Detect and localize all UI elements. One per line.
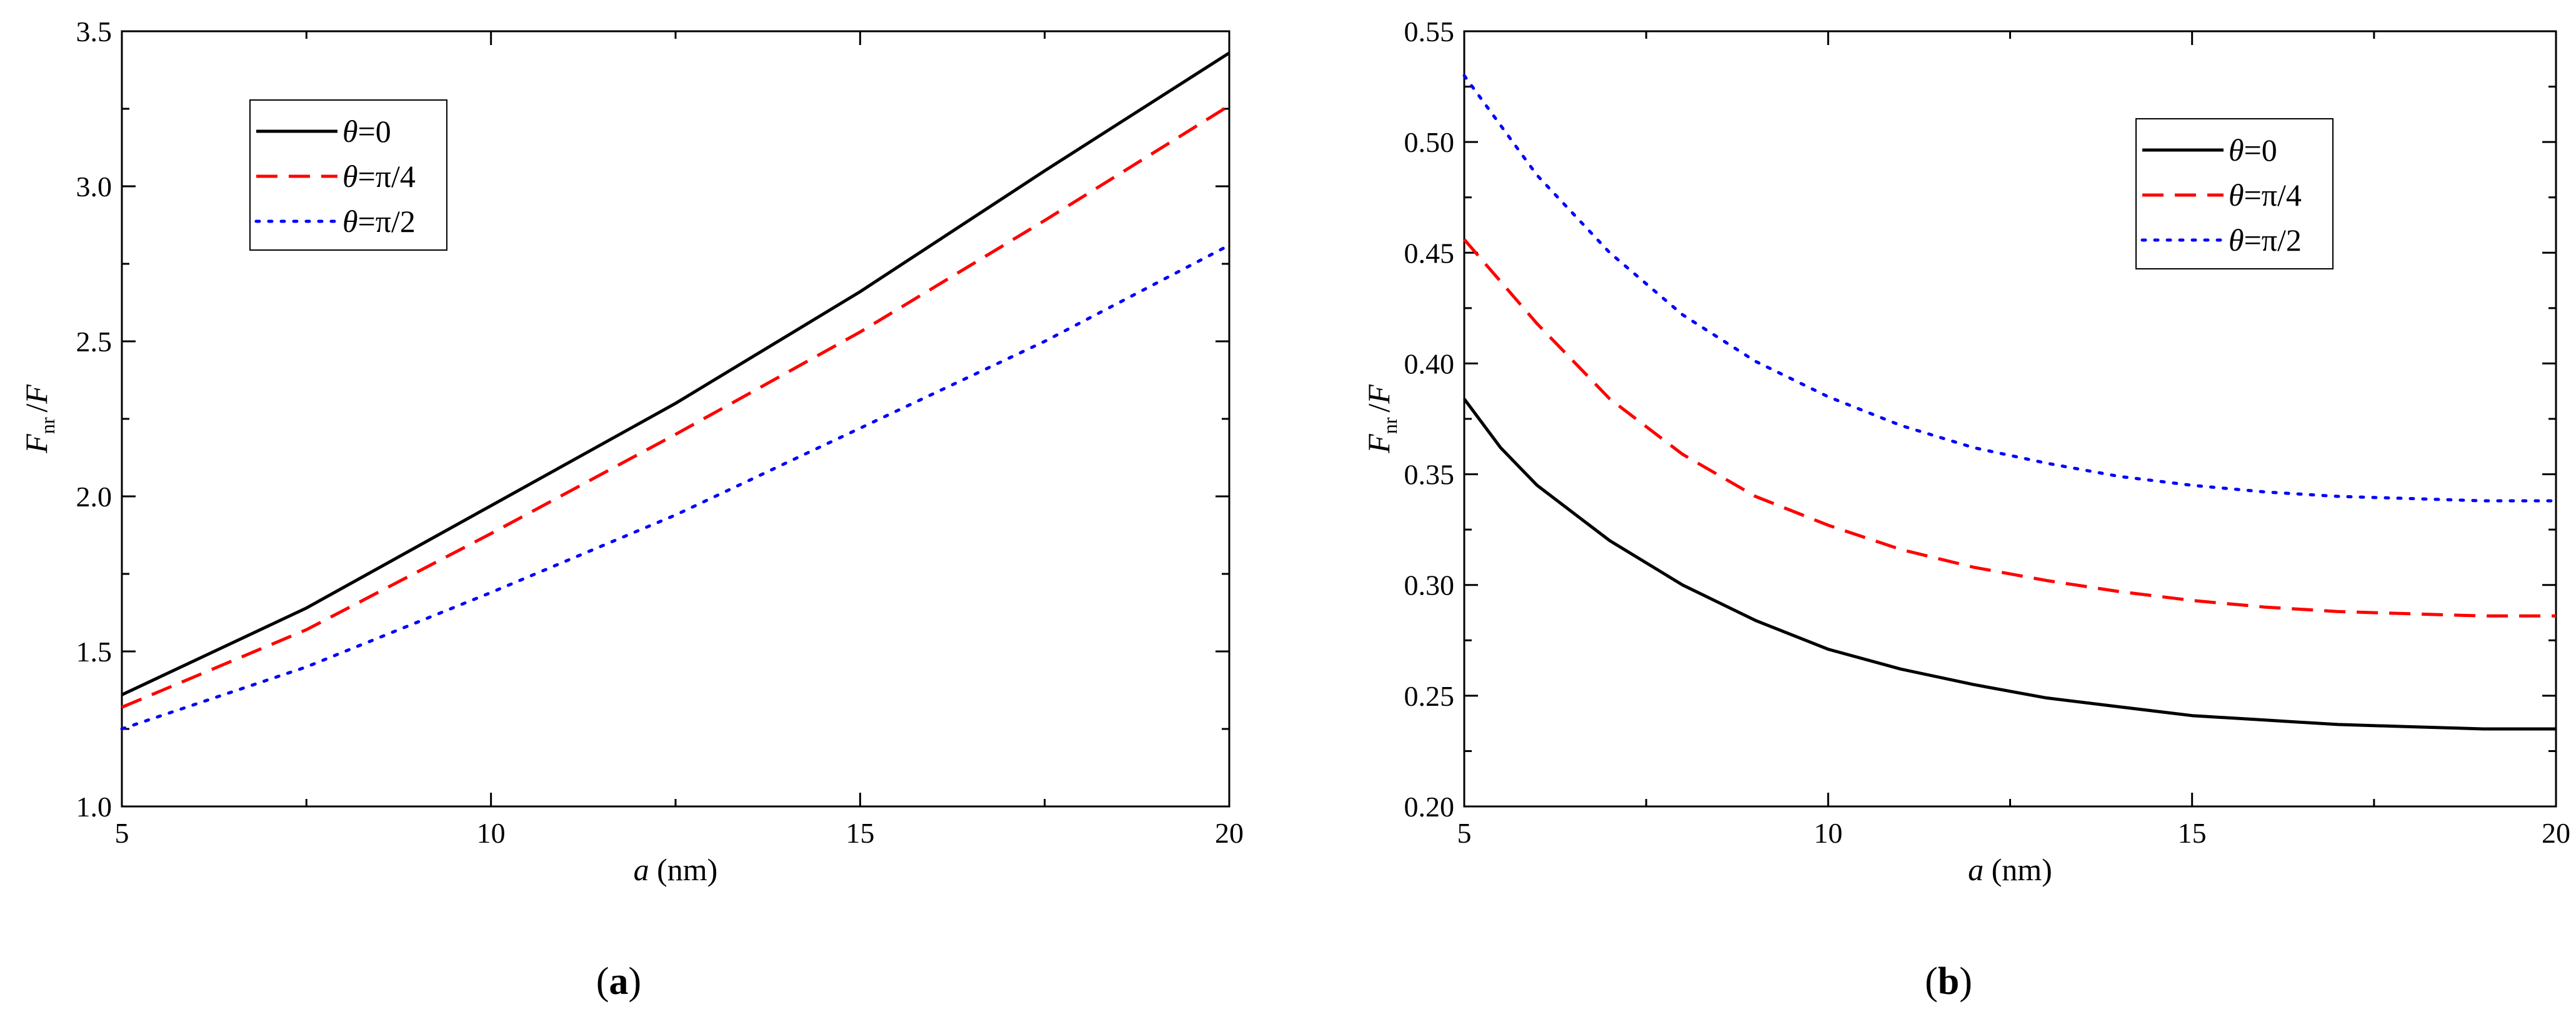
legend-entry-value: =π/4 — [2244, 178, 2302, 213]
series-line-2 — [120, 243, 1231, 731]
y-axis-label: Fnr/F — [19, 384, 59, 454]
panel-label-letter: a — [609, 960, 629, 1003]
panel-label-open: ( — [596, 960, 609, 1003]
legend-entry-value: =0 — [358, 114, 391, 149]
legend-entry-symbol: θ — [342, 114, 358, 149]
y-axis-label-slash: / — [19, 404, 54, 413]
y-tick-label: 2.5 — [76, 326, 112, 358]
legend-entry-2: θ=π/2 — [2229, 223, 2302, 258]
x-tick-label: 10 — [477, 817, 506, 849]
chart-panel-b: 5 10 15 20 0.20 0.25 0.30 0.35 0.40 0.45 0.50 0.55 a… — [1361, 16, 2570, 887]
y-tick-label: 0.40 — [1404, 348, 1455, 379]
y-tick-label: 2.0 — [76, 481, 112, 513]
panel-label-open: ( — [1925, 960, 1938, 1003]
y-tick-label: 0.55 — [1404, 16, 1455, 48]
panel-label-b: (b) — [1925, 960, 1972, 1003]
y-axis-label-main: F — [19, 434, 54, 454]
y-tick-label: 0.30 — [1404, 570, 1455, 601]
legend-entry-symbol: θ — [2229, 223, 2244, 258]
x-tick-label: 15 — [2178, 817, 2207, 849]
legend-entry-0: θ=0 — [2229, 133, 2277, 168]
legend: θ=0θ=π/4θ=π/2 — [249, 99, 447, 251]
legend-entry-1: θ=π/4 — [2229, 178, 2302, 213]
legend-entry-0: θ=0 — [342, 114, 391, 149]
legend-entry-1: θ=π/4 — [342, 159, 416, 194]
series-line-0 — [1462, 398, 2556, 731]
x-axis-label-var: a — [634, 852, 649, 887]
chart-panel-a: 5 10 15 201.01.52.02.53.03.5a (nm)Fnr/Fθ=0θ… — [19, 16, 1244, 887]
legend-entry-symbol: θ — [2229, 178, 2244, 213]
y-tick-label: 0.25 — [1404, 680, 1455, 712]
y-axis-label-sub: nr — [36, 417, 59, 434]
x-tick-label: 5 — [115, 817, 129, 849]
y-tick-label: 1.5 — [76, 636, 112, 668]
x-axis-label-unit: (nm) — [649, 852, 718, 887]
legend-entry-value: =π/2 — [358, 204, 416, 239]
x-axis-label: a (nm) — [1968, 852, 2052, 887]
series-line-0 — [121, 51, 1231, 696]
panel-label-close: ) — [1959, 960, 1972, 1003]
y-axis-label-sub: nr — [1379, 417, 1401, 434]
x-axis-label-unit: (nm) — [1984, 852, 2052, 887]
panel-label-close: ) — [629, 960, 642, 1003]
x-tick-label: 5 — [1457, 817, 1472, 849]
y-tick-label: 0.35 — [1404, 459, 1455, 491]
x-axis-label: a (nm) — [634, 852, 718, 887]
legend-entry-symbol: θ — [342, 204, 358, 239]
y-axis-label-denominator: F — [1361, 384, 1396, 404]
legend: θ=0θ=π/4θ=π/2 — [2135, 118, 2334, 269]
legend-entry-value: =π/4 — [358, 159, 416, 194]
panel-label-a: (a) — [596, 960, 641, 1003]
legend-entry-value: =0 — [2244, 133, 2277, 168]
y-tick-label: 0.50 — [1404, 126, 1455, 158]
x-tick-label: 15 — [846, 817, 874, 849]
legend-box — [249, 99, 447, 251]
y-axis-label-denominator: F — [19, 384, 54, 404]
series-line-1 — [1463, 238, 2556, 618]
legend-entry-2: θ=π/2 — [342, 204, 416, 239]
x-tick-label: 20 — [1215, 817, 1244, 849]
series-line-1 — [121, 104, 1231, 709]
legend-box — [2135, 118, 2334, 269]
x-tick-label: 20 — [2542, 817, 2570, 849]
y-tick-label: 0.45 — [1404, 237, 1455, 269]
panel-label-letter: b — [1938, 960, 1959, 1003]
y-axis-label-main: F — [1361, 434, 1396, 454]
legend-entry-symbol: θ — [2229, 133, 2244, 168]
y-axis-label: Fnr/F — [1361, 384, 1401, 454]
y-axis-label-slash: / — [1361, 404, 1396, 413]
y-tick-label: 3.0 — [76, 171, 112, 203]
y-tick-label: 0.20 — [1404, 791, 1455, 823]
y-tick-label: 3.5 — [76, 16, 112, 48]
x-tick-label: 10 — [1814, 817, 1842, 849]
y-tick-label: 1.0 — [76, 791, 112, 823]
x-axis-label-var: a — [1968, 852, 1984, 887]
legend-entry-symbol: θ — [342, 159, 358, 194]
series-line-2 — [1462, 74, 2558, 503]
legend-entry-value: =π/2 — [2244, 223, 2302, 258]
